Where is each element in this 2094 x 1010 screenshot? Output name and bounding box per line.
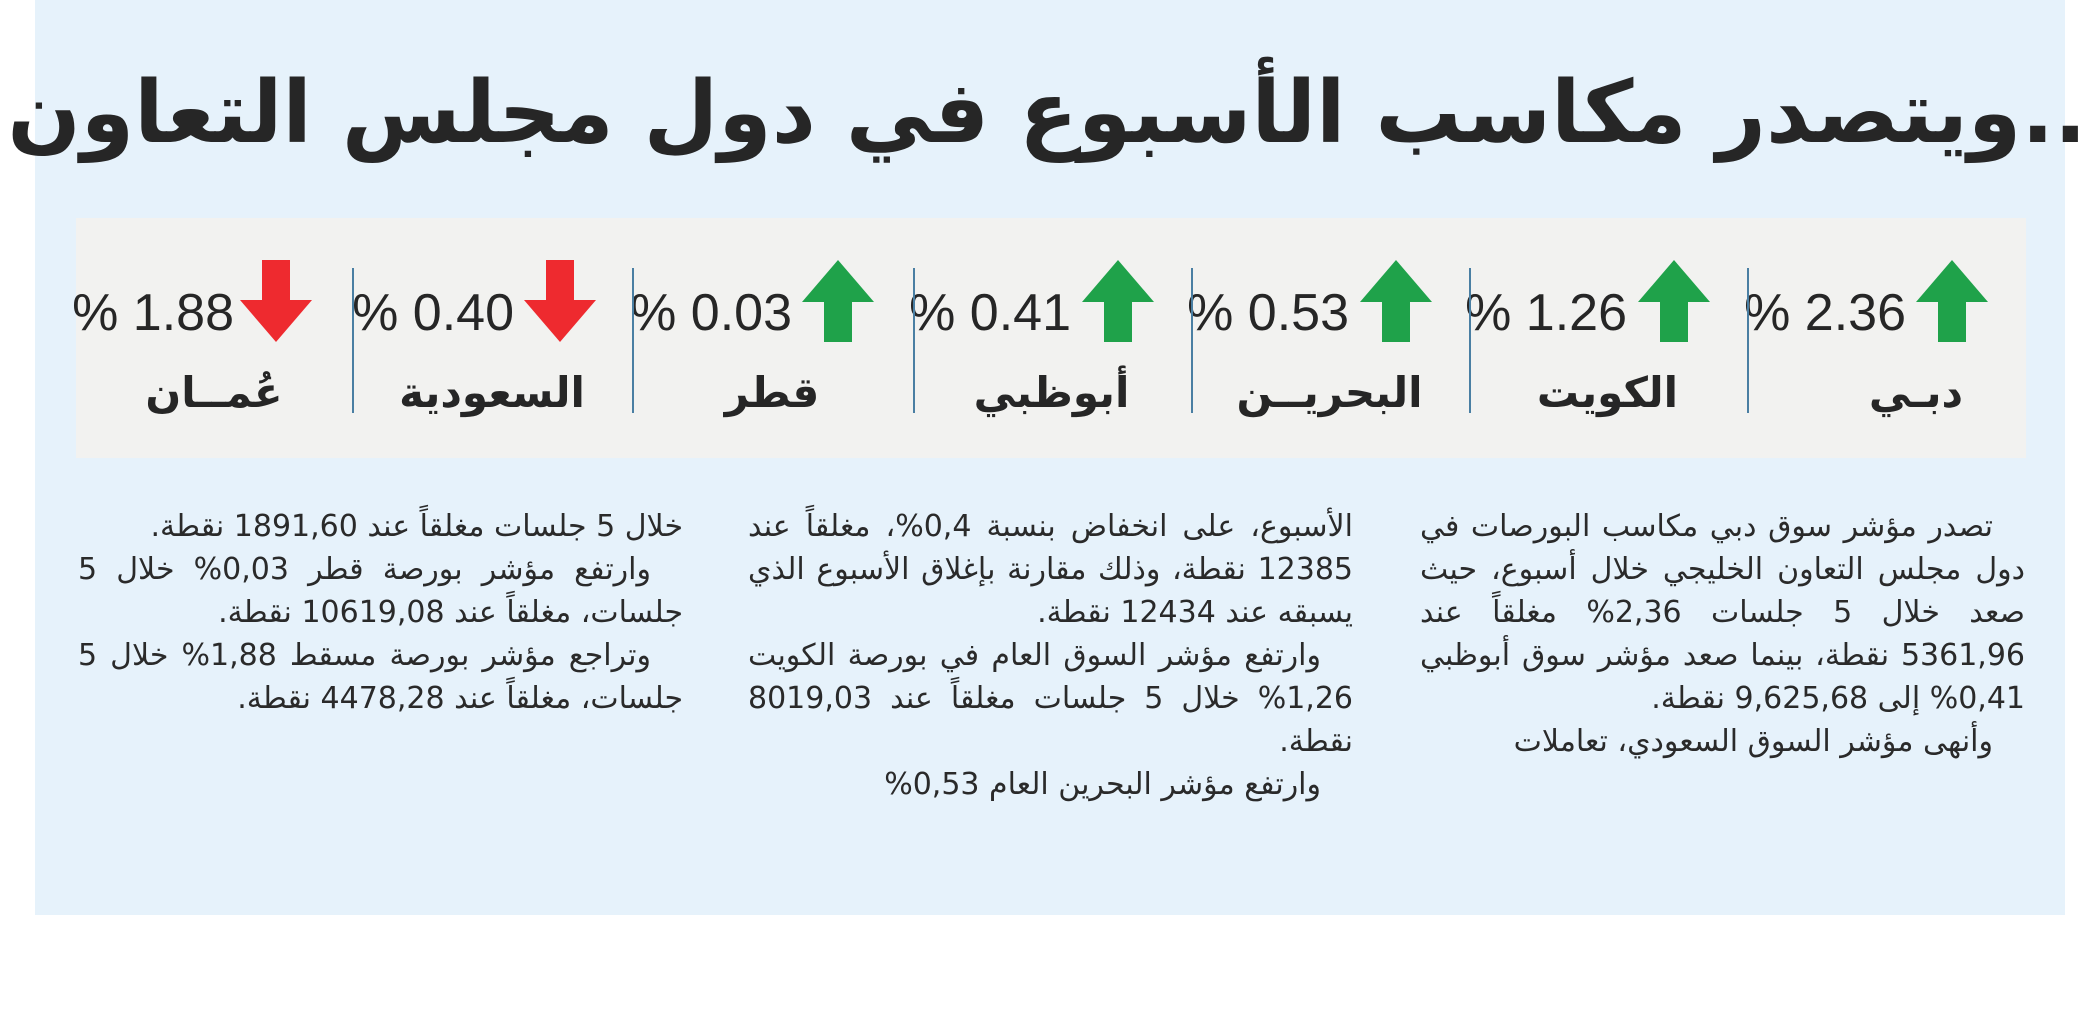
paragraph: الأسبوع، على انخفاض بنسبة 0,4%، مغلقاً ع… bbox=[748, 509, 1353, 630]
market-name: قطر bbox=[724, 368, 820, 417]
divider bbox=[913, 268, 915, 413]
market-name: السعودية bbox=[399, 368, 585, 417]
market-name: أبوظبي bbox=[973, 368, 1130, 417]
arrow-up-icon bbox=[1082, 260, 1154, 342]
headline: ..ويتصدر مكاسب الأسبوع في دول مجلس التعا… bbox=[7, 63, 2087, 163]
market-item-qatar: % 0.03 قطر bbox=[630, 218, 912, 458]
arrow-up-icon bbox=[1360, 260, 1432, 342]
market-item-dubai: % 2.36 دبـي bbox=[1744, 218, 2026, 458]
paragraph: وتراجع مؤشر بورصة مسقط 1,88% خلال 5 جلسا… bbox=[78, 638, 683, 716]
paragraph: خلال 5 جلسات مغلقاً عند 1891,60 نقطة. bbox=[150, 509, 684, 544]
market-item-oman: % 1.88 عُمــان bbox=[72, 218, 352, 458]
divider bbox=[632, 268, 634, 413]
paragraph: تصدر مؤشر سوق دبي مكاسب البورصات في دول … bbox=[1420, 509, 2025, 716]
article-column-3: خلال 5 جلسات مغلقاً عند 1891,60 نقطة. وا… bbox=[78, 505, 683, 720]
market-name: البحريــن bbox=[1236, 368, 1423, 417]
market-change: % 0.53 bbox=[1187, 284, 1349, 342]
divider bbox=[352, 268, 354, 413]
divider bbox=[1191, 268, 1193, 413]
paragraph: وارتفع مؤشر بورصة قطر 0,03% خلال 5 جلسات… bbox=[78, 552, 683, 630]
article-column-1: تصدر مؤشر سوق دبي مكاسب البورصات في دول … bbox=[1420, 505, 2025, 763]
article-column-2: الأسبوع، على انخفاض بنسبة 0,4%، مغلقاً ع… bbox=[748, 505, 1353, 806]
arrow-down-icon bbox=[240, 260, 312, 342]
arrow-up-icon bbox=[1916, 260, 1988, 342]
market-name: دبـي bbox=[1868, 368, 1964, 417]
market-item-abudhabi: % 0.41 أبوظبي bbox=[909, 218, 1191, 458]
divider bbox=[1469, 268, 1471, 413]
market-change: % 0.41 bbox=[909, 284, 1071, 342]
market-summary-strip: % 2.36 دبـي % 1.26 الكويت % 0.53 البحريـ… bbox=[72, 218, 2026, 458]
market-item-kuwait: % 1.26 الكويت bbox=[1465, 218, 1747, 458]
divider bbox=[1747, 268, 1749, 413]
market-item-saudi: % 0.40 السعودية bbox=[352, 218, 632, 458]
market-change: % 0.40 bbox=[352, 284, 514, 342]
arrow-up-icon bbox=[802, 260, 874, 342]
market-change: % 0.03 bbox=[630, 284, 792, 342]
paragraph: وأنهى مؤشر السوق السعودي، تعاملات bbox=[1513, 724, 1993, 759]
arrow-up-icon bbox=[1638, 260, 1710, 342]
market-item-bahrain: % 0.53 البحريــن bbox=[1187, 218, 1469, 458]
paragraph: وارتفع مؤشر البحرين العام 0,53% bbox=[884, 767, 1321, 802]
market-change: % 1.88 bbox=[72, 284, 234, 342]
market-change: % 2.36 bbox=[1744, 284, 1906, 342]
arrow-down-icon bbox=[524, 260, 596, 342]
market-name: عُمــان bbox=[145, 368, 283, 417]
paragraph: وارتفع مؤشر السوق العام في بورصة الكويت … bbox=[748, 638, 1353, 759]
market-name: الكويت bbox=[1536, 368, 1679, 417]
market-change: % 1.26 bbox=[1465, 284, 1627, 342]
